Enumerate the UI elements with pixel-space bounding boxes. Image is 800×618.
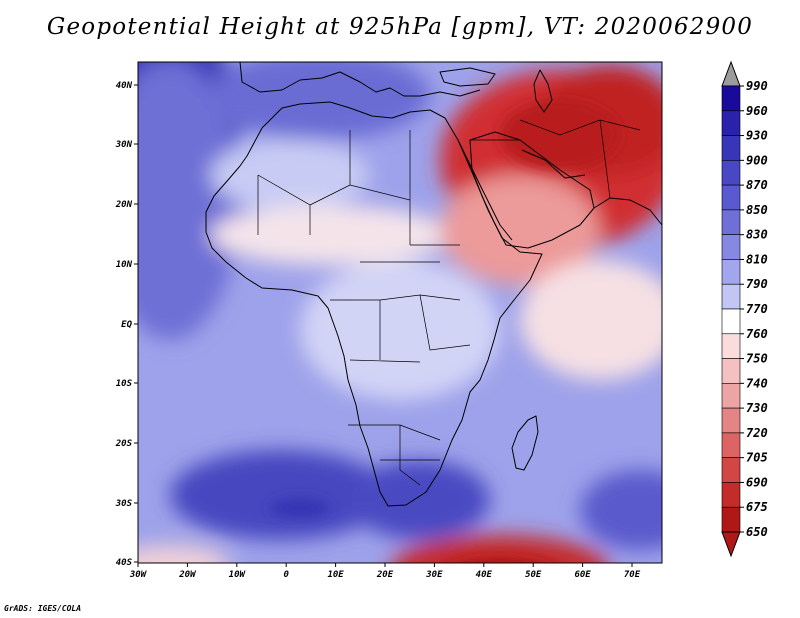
lon-tick-label: 60E — [574, 570, 591, 580]
lat-tick-label: 30S — [115, 499, 133, 509]
border-lines-central — [330, 294, 471, 363]
lon-tick-label: 30W — [129, 570, 148, 580]
border-lines-north — [257, 130, 460, 263]
colorbar-swatch — [721, 308, 741, 335]
colorbar-swatch — [721, 482, 741, 508]
madagascar-coastline — [511, 415, 539, 471]
field-south-indian-high — [580, 470, 662, 550]
border-lines-south — [348, 424, 441, 486]
colorbar-swatch — [721, 407, 741, 434]
asia-coastline — [593, 197, 662, 226]
field-sahara-light — [210, 140, 370, 210]
latitude-axis: 40N 30N 20N 10N EQ 10S 20S 30S 40S — [115, 81, 138, 568]
field-southern-low — [392, 535, 608, 563]
lon-tick-label: 30E — [425, 570, 443, 580]
field-central-africa — [300, 260, 500, 400]
colorbar-swatch — [721, 506, 741, 533]
colorbar-label: 900 — [746, 153, 768, 167]
colorbar-swatch — [721, 85, 741, 112]
colorbar-label: 720 — [746, 426, 768, 440]
colorbar-swatch — [721, 283, 741, 310]
lat-tick-label: 10N — [116, 260, 133, 270]
field-north-band — [210, 62, 430, 140]
africa-coastline — [205, 101, 543, 507]
lon-tick-label: 0 — [283, 570, 289, 580]
field-southwest-pale — [138, 545, 230, 563]
caspian-coastline — [533, 69, 553, 113]
lon-tick-label: 20E — [376, 570, 394, 580]
colorbar-swatch — [721, 160, 741, 186]
lon-tick-label: 10W — [229, 570, 247, 580]
lon-tick-label: 50E — [525, 570, 542, 580]
grads-credit: GrADS: IGES/COLA — [4, 604, 82, 613]
lat-tick-label: 40S — [116, 558, 133, 568]
lat-tick-label: 20N — [115, 200, 133, 210]
lat-tick-label: 10S — [116, 379, 133, 389]
border-lines-middle-east — [470, 119, 641, 199]
colorbar-swatch — [721, 432, 741, 458]
red-sea-coast — [457, 139, 513, 241]
field-arabia-edge — [440, 175, 600, 285]
colorbar-swatch — [721, 333, 741, 359]
lat-tick-label: 30N — [115, 140, 133, 150]
colorbar-label: 705 — [746, 451, 768, 465]
country-borders — [257, 119, 641, 486]
colorbar-label: 790 — [746, 277, 768, 291]
colorbar-label: 810 — [746, 252, 768, 266]
arabia-coastline — [469, 131, 595, 249]
persian-gulf-coast — [521, 149, 586, 179]
map-title: Geopotential Height at 925hPa [gpm], VT:… — [46, 14, 754, 40]
field-south-africa-high — [350, 460, 490, 540]
europe-coastline — [239, 62, 481, 97]
lon-tick-label: 10E — [327, 570, 344, 580]
colorbar-label: 930 — [746, 129, 768, 143]
colorbar-swatch — [721, 209, 741, 235]
colorbar-label: 730 — [746, 401, 768, 415]
colorbar-swatch — [721, 184, 741, 211]
colorbar-label: 675 — [746, 500, 768, 514]
field-southern-low-core — [455, 557, 545, 563]
colorbar-swatch — [721, 259, 741, 285]
colorbar: 990 960 930 900 870 850 830 810 790 770 760 750 740 7… — [721, 60, 768, 558]
field-indian-ocean — [520, 260, 662, 380]
lon-tick-label: 40E — [476, 570, 493, 580]
colorbar-label: 830 — [746, 228, 768, 242]
colorbar-label: 650 — [746, 525, 768, 539]
colorbar-bottom-arrow — [721, 531, 741, 558]
colorbar-label: 760 — [746, 327, 768, 341]
field-south-atlantic-high — [170, 450, 390, 540]
colorbar-swatch — [721, 457, 741, 483]
height-field — [138, 62, 662, 563]
field-atlantic-mid — [138, 62, 240, 340]
colorbar-label: 850 — [746, 203, 768, 217]
colorbar-label: 750 — [746, 352, 768, 366]
lat-tick-label: 20S — [115, 439, 133, 449]
field-sahel-pale — [210, 205, 450, 265]
colorbar-label: 870 — [746, 178, 768, 192]
colorbar-label: 990 — [746, 79, 768, 93]
colorbar-swatch — [721, 110, 741, 136]
colorbar-label: 740 — [746, 376, 768, 390]
lat-tick-label: EQ — [121, 320, 132, 330]
black-sea-coastline — [439, 67, 496, 87]
colorbar-swatch — [721, 358, 741, 384]
colorbar-swatch — [721, 135, 741, 161]
lon-tick-label: 20W — [178, 570, 197, 580]
colorbar-label: 770 — [746, 302, 768, 316]
coastlines — [205, 62, 662, 507]
colorbar-label: 690 — [746, 475, 768, 489]
lat-tick-label: 40N — [116, 81, 133, 91]
field-sa-high-core — [270, 498, 330, 518]
colorbar-swatch — [721, 234, 741, 260]
map-frame — [137, 61, 663, 564]
longitude-axis: 30W 20W 10W 0 10E 20E 30E 40E 50E 60E 70E — [129, 563, 641, 580]
colorbar-label: 960 — [746, 104, 768, 118]
lon-tick-label: 70E — [624, 570, 641, 580]
colorbar-swatch — [721, 383, 741, 409]
colorbar-top-arrow — [721, 60, 741, 87]
